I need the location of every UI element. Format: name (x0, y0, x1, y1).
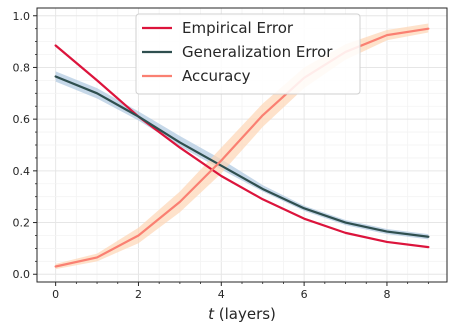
band-generalization-error (55, 71, 429, 240)
series-line-generalization-error (54, 75, 430, 238)
x-axis-variable: t (208, 305, 215, 322)
y-tick-label: 0.0 (13, 268, 31, 281)
x-tick-label: 4 (218, 288, 225, 301)
x-axis-unit: (layers) (214, 305, 276, 322)
series-line-accuracy (54, 27, 430, 268)
x-tick-label: 2 (135, 288, 142, 301)
legend: Empirical Error Generalization Error Accur… (135, 13, 361, 95)
legend-label-accuracy: Accuracy (182, 67, 251, 85)
band-accuracy (55, 23, 429, 270)
x-tick-label: 0 (52, 288, 59, 301)
series-line-empirical-error (54, 44, 430, 249)
series-lines (54, 27, 430, 268)
confidence-bands (55, 23, 429, 270)
y-tick-label: 0.2 (13, 217, 31, 230)
y-tick-label: 1.0 (13, 10, 31, 23)
axis-ticks: 0 2 4 6 8 0.0 0.2 0.4 0.6 0.8 1.0 (13, 10, 429, 301)
y-tick-label: 0.8 (13, 61, 31, 74)
x-axis-label: t (layers) (208, 305, 276, 322)
x-tick-label: 6 (301, 288, 308, 301)
y-tick-label: 0.6 (13, 113, 31, 126)
y-tick-label: 0.4 (13, 165, 31, 178)
legend-box (135, 13, 361, 95)
legend-label-generalization-error: Generalization Error (182, 43, 333, 61)
x-tick-label: 8 (383, 288, 390, 301)
legend-label-empirical-error: Empirical Error (182, 19, 294, 37)
